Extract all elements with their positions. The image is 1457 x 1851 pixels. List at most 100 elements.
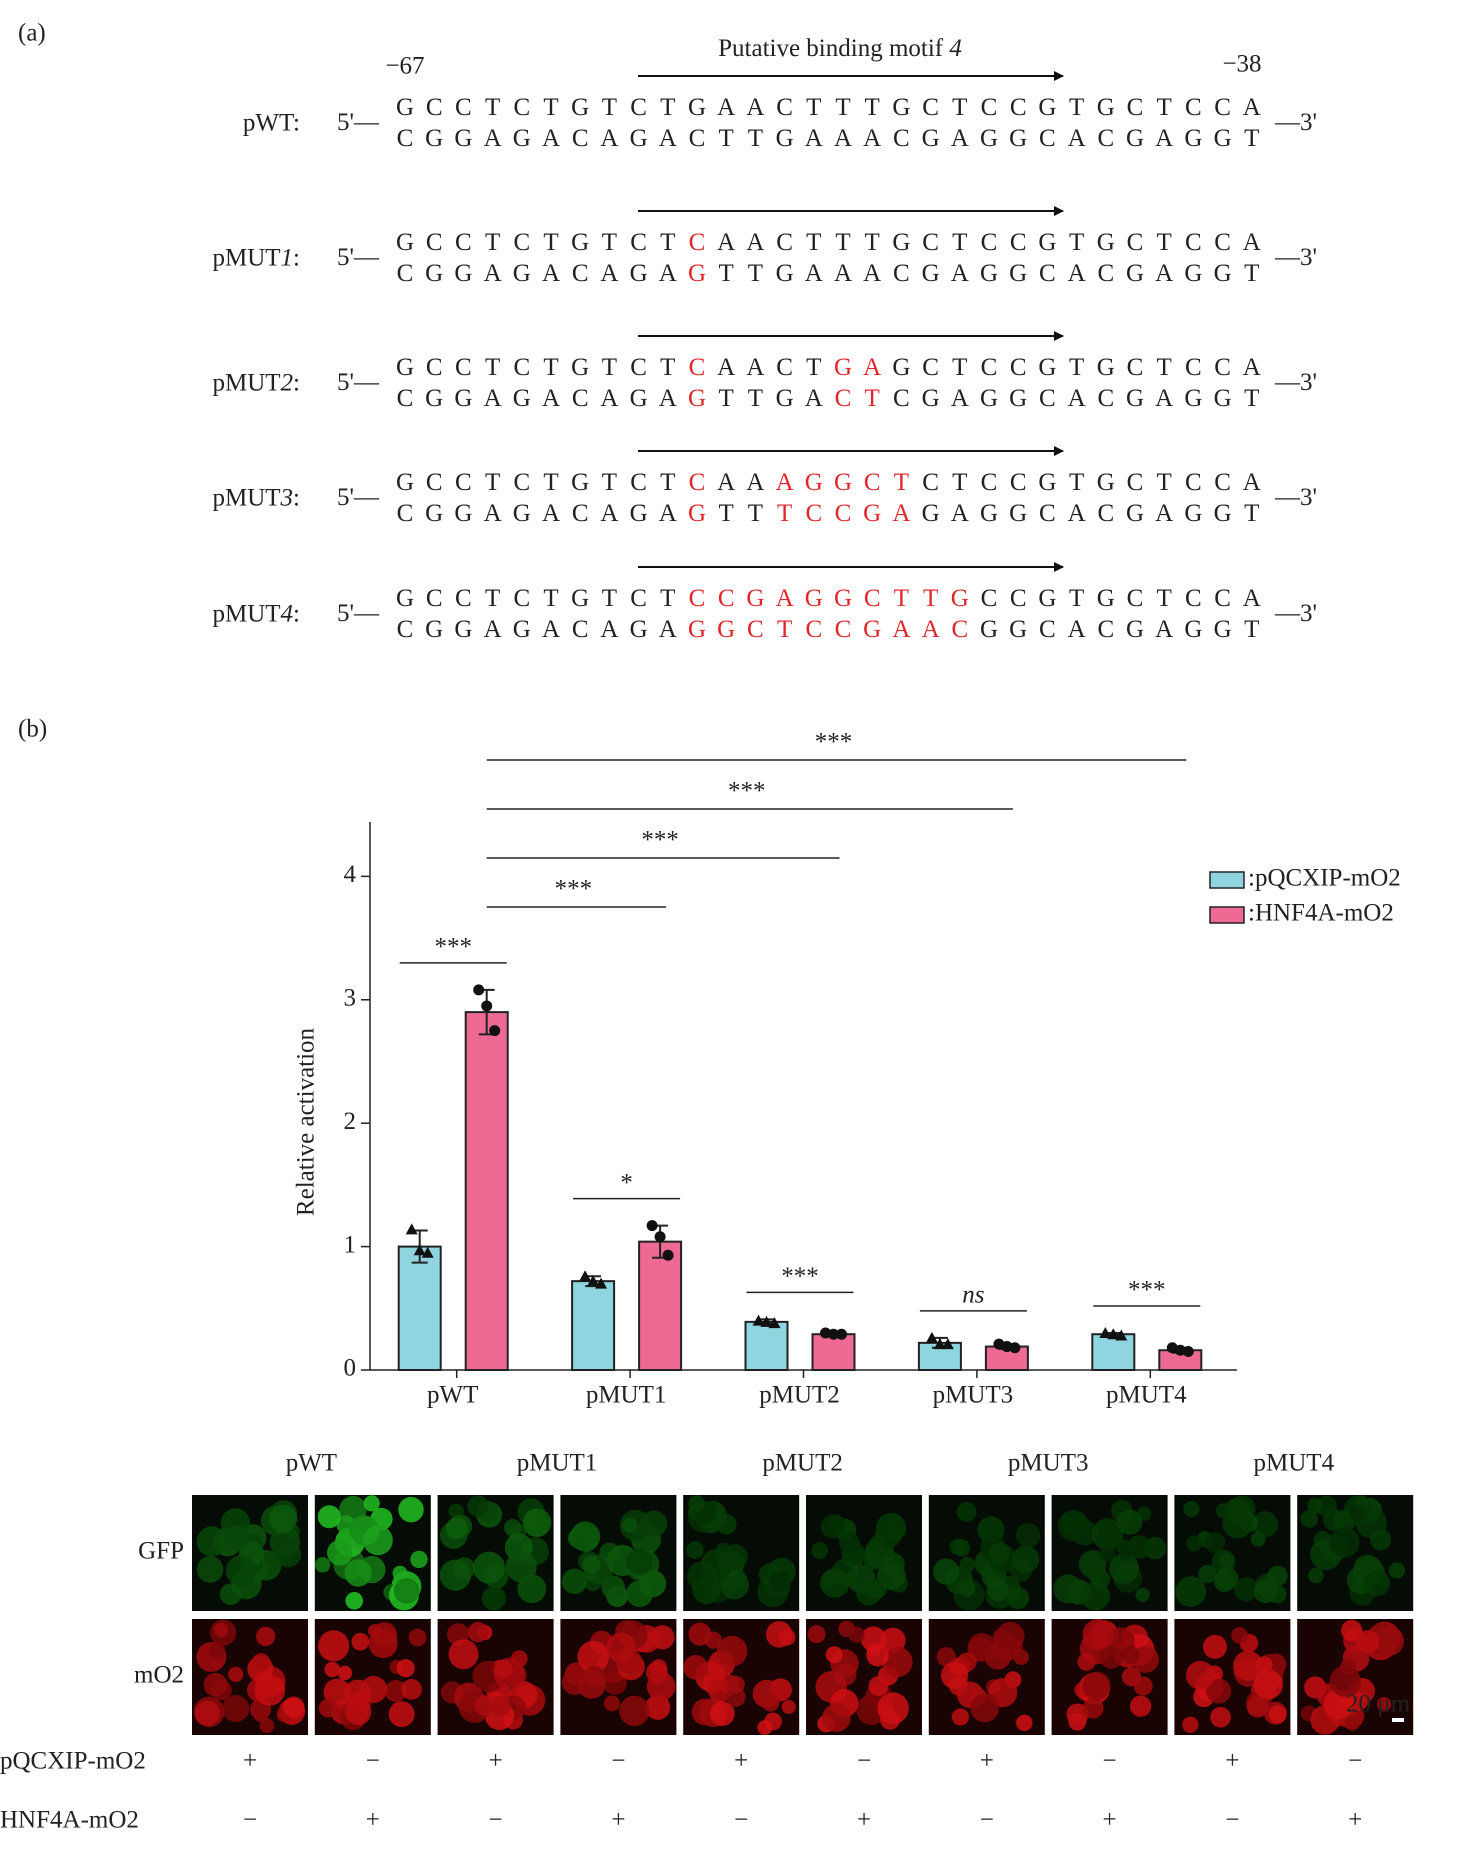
cell [619,1695,650,1727]
column-label: pMUT2 [762,1450,843,1477]
legend-label: :pQCXIP-mO2 [1248,865,1401,892]
condition-sign: + [243,1748,257,1775]
construct-label-part: 1 [281,244,294,271]
cell [606,1632,636,1663]
cell [1117,1509,1143,1535]
significance-label: * [620,1169,633,1196]
cell [489,1695,511,1717]
cell [686,1541,704,1559]
cell [1213,1571,1236,1593]
x-tick-label: pMUT1 [586,1382,667,1409]
three-prime: —3' [1274,369,1317,396]
sequence-segment: GGCACGAGGT [980,616,1259,643]
sequence-segment: CGGAGACAGACTTGAAACGAGGCACGAGGT [397,125,1260,152]
sequence-segment: AACT [717,354,821,381]
motif-title-part: 4 [949,35,962,62]
micrograph [1174,1619,1291,1735]
cell [959,1556,976,1573]
cell [1355,1630,1380,1654]
construct-label-part: 4 [281,600,294,627]
cell [203,1672,228,1697]
data-point [752,1314,765,1326]
sequence-segment: AGGCT [776,469,909,496]
strand: CGGAGACAGA G TTGA CT CGAGGCACGAGGT [397,385,1260,412]
cell [1329,1665,1361,1698]
sequence-segment: CGGAGACAGA [397,616,677,643]
cell [254,1675,286,1706]
construct-label: pMUT2: [212,369,300,396]
data-point [587,1275,600,1287]
cell [505,1551,537,1583]
legend-label: :HNF4A-mO2 [1248,900,1394,927]
sequence-segment: GCCTCTGTCT [396,469,675,496]
cell [987,1579,1010,1602]
sequence-segment: AACTTTGCTCCGTGCTCCA [717,229,1261,256]
cell [196,1556,224,1583]
cell [1206,1678,1232,1704]
legend-swatch [1209,871,1245,889]
cell [561,1669,588,1695]
cell [811,1542,829,1560]
cell [1085,1564,1103,1581]
sequence-segment: C [689,469,706,496]
cell [473,1551,506,1584]
cell [951,1708,970,1726]
cell [410,1550,428,1569]
strand: CGGAGACAGACTTGAAACGAGGCACGAGGT [397,125,1260,152]
cell [988,1542,1011,1565]
micrograph [560,1495,677,1611]
y-tick-label: 1 [344,1231,357,1258]
cell [1341,1619,1363,1642]
bar [638,1240,683,1371]
significance-label: *** [555,876,593,903]
data-point [828,1328,839,1340]
cell [1219,1552,1235,1568]
cell [213,1622,229,1638]
cell [603,1695,620,1712]
cell [283,1696,305,1719]
data-point [1115,1329,1128,1341]
panel-label: (a) [18,20,46,47]
cell [1082,1671,1111,1700]
bar [397,1245,442,1372]
cell [1053,1574,1083,1604]
data-point [1099,1326,1112,1338]
cell [1233,1577,1259,1602]
significance-label: *** [781,1263,819,1290]
sequence-segment: GGCTCCGAAC [688,616,968,643]
cell [956,1502,977,1522]
cell [225,1555,257,1587]
cell [1268,1705,1287,1724]
sequence-segment: C [689,354,706,381]
strand: GCCTCTGTCT C AACTTTGCTCCGTGCTCCA [396,229,1261,256]
cell [318,1698,338,1718]
cell [474,1695,495,1716]
micrograph [683,1495,800,1611]
cell [880,1627,906,1654]
cell [1082,1697,1104,1719]
cell [708,1679,732,1703]
cell [688,1622,712,1646]
data-point [473,984,485,996]
position-label: −67 [385,53,424,80]
x-tick-label: pMUT4 [1106,1382,1187,1409]
sequence-segment: CGAGGCACGAGGT [893,385,1259,412]
cell [882,1646,913,1677]
cell [645,1694,671,1720]
cell [503,1518,522,1537]
cell [727,1675,745,1694]
column-label: pMUT4 [1254,1450,1335,1477]
cell [1091,1518,1124,1551]
cell [467,1495,489,1517]
micrograph [806,1495,922,1611]
sequence-segment: GCCTCTGTCT [396,585,675,612]
cell [1253,1579,1278,1604]
cell [716,1514,737,1535]
bar [1091,1333,1136,1371]
cell [1016,1714,1033,1732]
cell [1099,1645,1123,1669]
data-point [933,1338,946,1350]
construct-label-part: : [293,484,300,511]
sequence-segment: TTGA [719,385,823,412]
condition-sign: + [489,1748,503,1775]
